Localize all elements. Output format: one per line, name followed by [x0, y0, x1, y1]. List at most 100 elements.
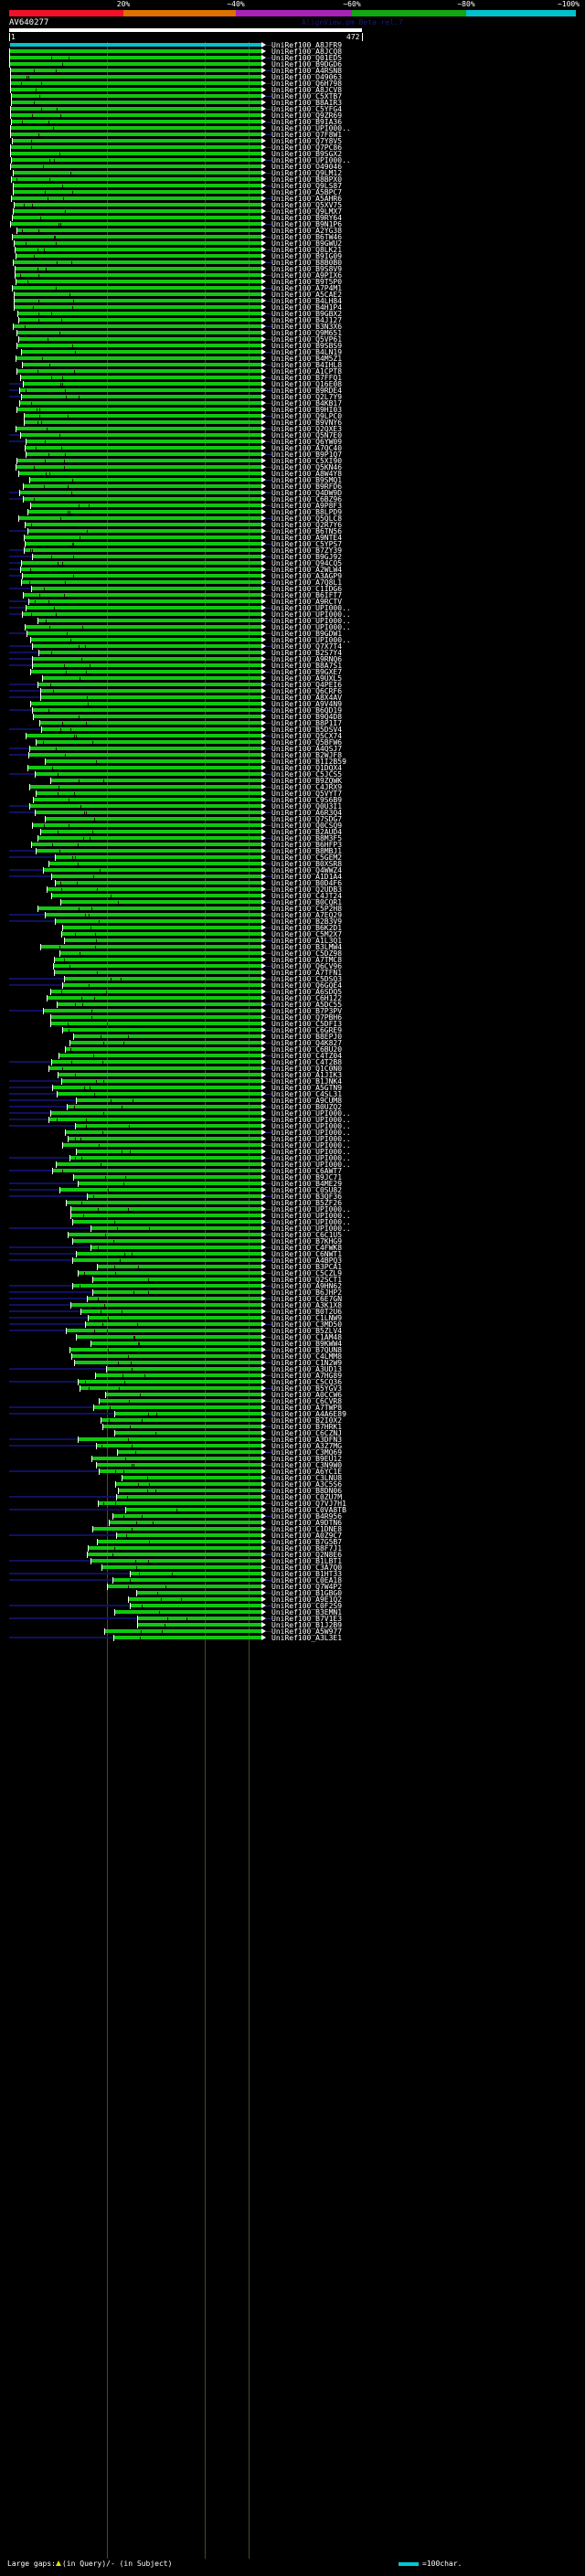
table-row[interactable]: UniRef100_B6TN56 [0, 527, 585, 535]
table-row[interactable]: UniRef100_A1CPT8 [0, 367, 585, 376]
hsp-bar[interactable] [33, 555, 261, 558]
hit-label[interactable]: UniRef100_B9GJ92 [271, 553, 343, 561]
hit-label[interactable]: UniRef100_A9HN62 [271, 1282, 343, 1290]
hsp-bar[interactable] [33, 644, 261, 648]
table-row[interactable]: UniRef100_B0CQR1 [0, 898, 585, 906]
hsp-bar[interactable] [22, 580, 261, 584]
hsp-bar[interactable] [46, 759, 261, 763]
hit-label[interactable]: UniRef100_A8JCQ8 [271, 48, 343, 56]
hsp-bar[interactable] [33, 663, 261, 667]
hsp-bar[interactable] [77, 1252, 261, 1256]
table-row[interactable]: UniRef100_B9T5P0 [0, 278, 585, 286]
hsp-bar[interactable] [27, 452, 261, 456]
hsp-bar[interactable] [20, 401, 261, 405]
hit-label[interactable]: UniRef100_B9N1P6 [271, 220, 343, 228]
table-row[interactable]: UniRef100_A2WLW4 [0, 566, 585, 574]
hit-label[interactable]: UniRef100_Q7PC86 [271, 143, 343, 152]
table-row[interactable]: UniRef100_B8F7J1 [0, 1544, 585, 1553]
table-row[interactable]: UniRef100_B5ZF26 [0, 1199, 585, 1207]
hsp-bar[interactable] [11, 152, 261, 155]
hit-label[interactable]: UniRef100_A4A6E89 [271, 1410, 346, 1418]
hsp-bar[interactable] [49, 1066, 261, 1070]
hsp-bar[interactable] [11, 133, 261, 136]
table-row[interactable]: UniRef100_Q4K827 [0, 1039, 585, 1047]
table-row[interactable]: UniRef100_Q4DW9D [0, 489, 585, 497]
table-row[interactable]: UniRef100_Q2L7Y9 [0, 393, 585, 401]
table-row[interactable]: UniRef100_C0F2S9 [0, 1602, 585, 1610]
table-row[interactable]: UniRef100_B0D4F6 [0, 879, 585, 887]
table-row[interactable]: UniRef100_B7P3PV [0, 1007, 585, 1015]
hsp-bar[interactable] [11, 113, 261, 117]
table-row[interactable]: UniRef100_B4M5Z1 [0, 355, 585, 363]
table-row[interactable]: UniRef100_UPI000.. [0, 1148, 585, 1156]
hsp-bar[interactable] [37, 791, 261, 795]
table-row[interactable]: UniRef100_Q2N8E6 [0, 1551, 585, 1559]
hit-label[interactable]: UniRef100_B1LBT1 [271, 1557, 343, 1565]
hsp-bar[interactable] [81, 1309, 261, 1313]
hsp-bar[interactable] [32, 587, 261, 590]
hit-label[interactable]: UniRef100_C0VA8TB [271, 1506, 346, 1514]
hit-label[interactable]: UniRef100_C6NWT1 [271, 1250, 343, 1258]
table-row[interactable]: UniRef100_A5AHR6 [0, 195, 585, 203]
table-row[interactable]: UniRef100_B9HI03 [0, 406, 585, 414]
hsp-bar[interactable] [33, 708, 261, 712]
hit-label[interactable]: UniRef100_A5GTN9 [271, 1084, 343, 1092]
table-row[interactable]: UniRef100_B8P1I7 [0, 719, 585, 727]
table-row[interactable]: UniRef100_C5P2H8 [0, 905, 585, 913]
hsp-bar[interactable] [19, 472, 261, 475]
hsp-bar[interactable] [61, 900, 261, 904]
hsp-bar[interactable] [31, 504, 261, 507]
hit-label[interactable]: UniRef100_Q2N8E6 [271, 1551, 343, 1559]
table-row[interactable]: UniRef100_A4A6E89 [0, 1410, 585, 1418]
hit-label[interactable]: UniRef100_UPI000.. [271, 124, 351, 133]
hsp-bar[interactable] [15, 305, 261, 309]
hsp-bar[interactable] [46, 913, 261, 917]
hit-label[interactable]: UniRef100_A5CAE2 [271, 291, 343, 299]
hit-label[interactable]: UniRef100_B3N3X6 [271, 323, 343, 331]
hit-label[interactable]: UniRef100_B9RDE4 [271, 387, 343, 395]
hsp-bar[interactable] [93, 1277, 261, 1281]
hsp-bar[interactable] [73, 1284, 261, 1288]
hsp-bar[interactable] [16, 427, 261, 430]
hit-label[interactable]: UniRef100_B4IHL8 [271, 361, 343, 369]
hit-label[interactable]: UniRef100_UPI000.. [271, 1224, 351, 1233]
hit-label[interactable]: UniRef100_B9VNY6 [271, 419, 343, 427]
hsp-bar[interactable] [26, 542, 261, 546]
hsp-bar[interactable] [34, 715, 261, 718]
table-row[interactable]: UniRef100_Q01ED5 [0, 54, 585, 62]
table-row[interactable]: UniRef100_A8W4Y8 [0, 470, 585, 478]
hsp-bar[interactable] [27, 734, 261, 737]
table-row[interactable]: UniRef100_C6C1U5 [0, 1231, 585, 1239]
hsp-bar[interactable] [11, 222, 261, 226]
hit-label[interactable]: UniRef100_UPI000.. [271, 1154, 351, 1162]
hit-label[interactable]: UniRef100_C1AM48 [271, 1333, 343, 1341]
table-row[interactable]: UniRef100_A8JCQ8 [0, 48, 585, 56]
table-row[interactable]: UniRef100_B2AUD4 [0, 828, 585, 836]
table-row[interactable]: UniRef100_Q9LMX7 [0, 207, 585, 216]
hsp-bar[interactable] [63, 926, 261, 929]
hit-label[interactable]: UniRef100_Q9LPC0 [271, 412, 343, 420]
table-row[interactable]: UniRef100_B4J127 [0, 316, 585, 324]
hit-label[interactable]: UniRef100_C4SL31 [271, 1090, 343, 1098]
hit-label[interactable]: UniRef100_C5DFI3 [271, 1020, 343, 1028]
hit-label[interactable]: UniRef100_Q2R7Y6 [271, 521, 343, 529]
hit-label[interactable]: UniRef100_B7G5B7 [271, 1538, 343, 1546]
table-row[interactable]: UniRef100_A7QC40 [0, 444, 585, 452]
table-row[interactable]: UniRef100_Q7F8W1 [0, 131, 585, 139]
hit-label[interactable]: UniRef100_A7P4M1 [271, 284, 343, 292]
table-row[interactable]: UniRef100_A0Z9C7 [0, 1532, 585, 1540]
hsp-bar[interactable] [11, 126, 261, 130]
table-row[interactable]: UniRef100_C9S6B9 [0, 796, 585, 804]
table-row[interactable]: UniRef100_B2B3V9 [0, 917, 585, 926]
hit-label[interactable]: UniRef100_Q5QLC8 [271, 514, 343, 523]
hit-label[interactable]: UniRef100_B9P1Q7 [271, 451, 343, 459]
hsp-bar[interactable] [12, 101, 261, 104]
hsp-bar[interactable] [19, 516, 261, 520]
hit-label[interactable]: UniRef100_B9RY64 [271, 214, 343, 222]
table-row[interactable]: UniRef100_B9RY64 [0, 214, 585, 222]
hit-label[interactable]: UniRef100_Q9ZR69 [271, 111, 343, 120]
table-row[interactable]: UniRef100_Q7W4P2 [0, 1583, 585, 1591]
hit-label[interactable]: UniRef100_C3MQ69 [271, 1448, 343, 1457]
hit-label[interactable]: UniRef100_A7TFN1 [271, 969, 343, 977]
table-row[interactable]: UniRef100_C5M2X7 [0, 930, 585, 938]
